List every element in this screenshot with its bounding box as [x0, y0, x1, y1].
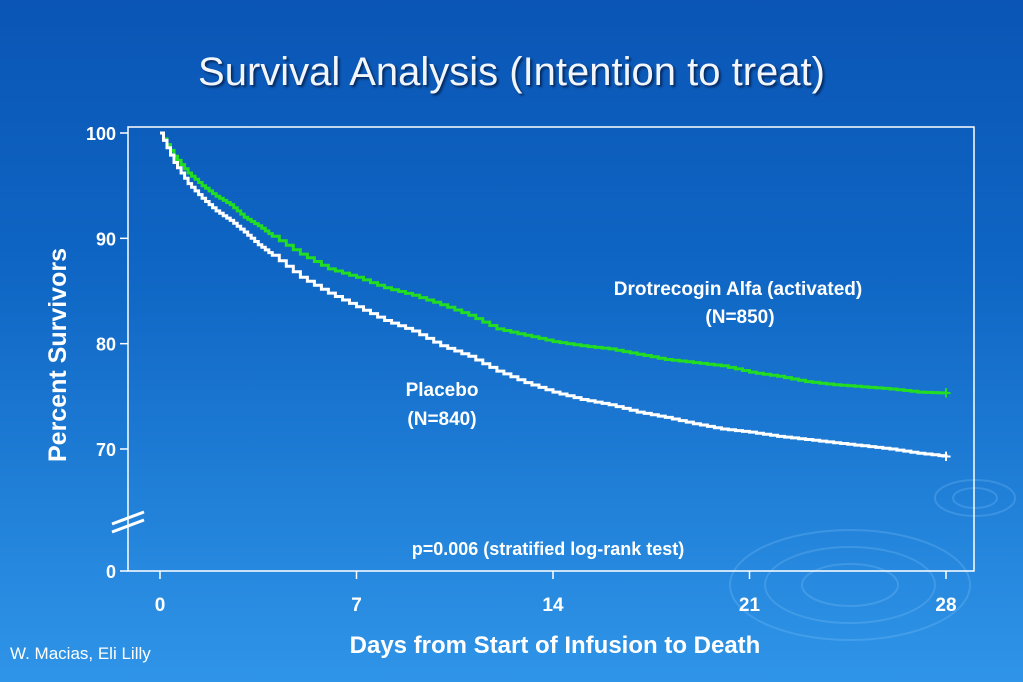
y-tick-label: 80: [96, 335, 116, 355]
series-label-placebo: Placebo: [406, 380, 479, 401]
water-ripple-decoration: [729, 479, 1016, 641]
p-value-annotation: p=0.006 (stratified log-rank test): [412, 539, 685, 559]
series-label-drotrecogin: Drotrecogin Alfa (activated): [614, 279, 862, 300]
y-tick-label: 70: [96, 440, 116, 460]
censor-marker: +: [941, 446, 952, 466]
y-tick-label: 90: [96, 229, 116, 249]
series-sublabel-placebo: (N=840): [407, 409, 476, 430]
x-tick-label: 28: [935, 595, 956, 616]
survival-line-drotrecogin: [160, 131, 948, 395]
y-tick-label: 100: [86, 124, 116, 144]
survival-line-placebo: [160, 131, 948, 458]
plot-frame: [127, 126, 975, 572]
y-tick-label-zero: 0: [106, 562, 116, 582]
x-tick-label: 7: [351, 595, 362, 616]
censor-marker: +: [941, 383, 952, 403]
x-tick-label: 0: [155, 595, 166, 616]
slide-title: Survival Analysis (Intention to treat): [198, 50, 825, 94]
x-axis-title: Days from Start of Infusion to Death: [350, 632, 761, 659]
x-tick-label: 14: [542, 595, 564, 616]
y-axis-title: Percent Survivors: [44, 248, 72, 462]
axis-break-marker: [111, 510, 145, 534]
series-sublabel-drotrecogin: (N=850): [705, 307, 774, 328]
footer-credit: W. Macias, Eli Lilly: [10, 644, 151, 663]
x-tick-label: 21: [739, 595, 761, 616]
